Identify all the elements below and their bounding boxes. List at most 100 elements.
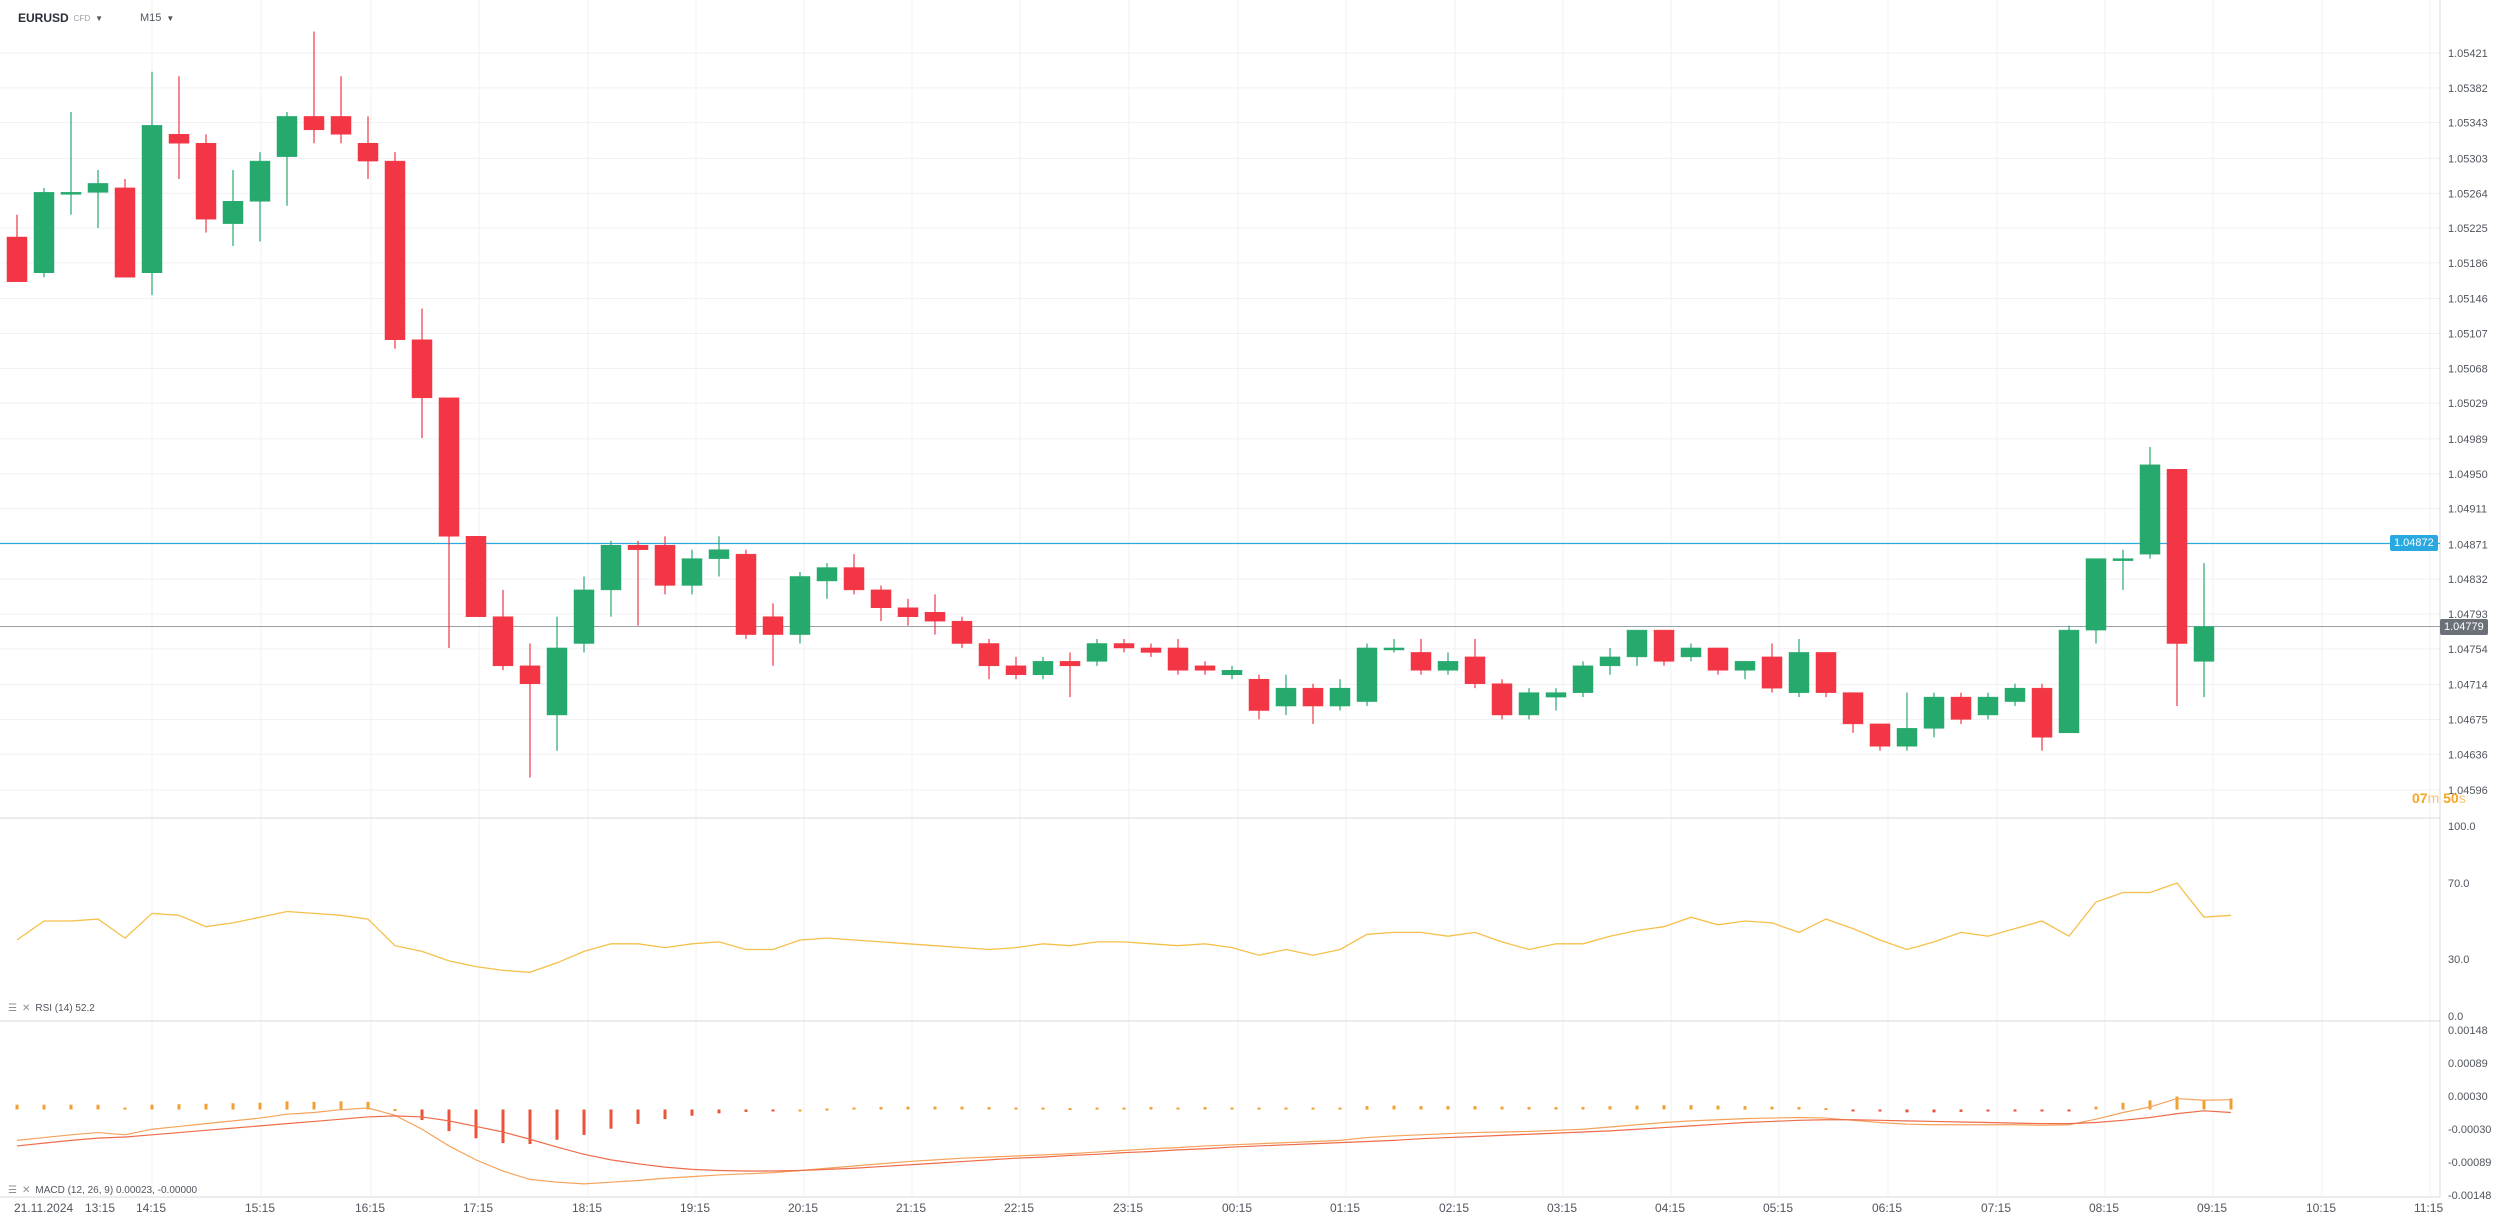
price-axis-label: 1.05421: [2448, 48, 2488, 60]
candle-body: [1032, 661, 1054, 676]
macd-histogram-bar: [1527, 1107, 1531, 1110]
macd-axis-label: 0.00030: [2448, 1091, 2488, 1103]
candle-body: [438, 397, 460, 537]
price-axis-label: 1.04714: [2448, 680, 2488, 692]
candle: [2004, 683, 2026, 707]
time-axis-label: 19:15: [680, 1201, 710, 1215]
symbol-name: EURUSD: [18, 11, 69, 25]
symbol-type-tag: CFD: [73, 13, 91, 23]
candle: [60, 111, 82, 215]
candle-body: [1113, 643, 1135, 649]
price-axis-label: 1.05029: [2448, 398, 2488, 410]
candle: [519, 643, 541, 778]
candle-body: [1221, 670, 1243, 676]
macd-axis: 0.00148 0.00089 0.00030 -0.00030 -0.00089 -0.…: [2448, 1025, 2491, 1202]
candle: [222, 170, 244, 246]
candle: [1869, 723, 1891, 751]
macd-histogram-bar: [906, 1106, 910, 1110]
macd-histogram-bar: [1797, 1107, 1801, 1110]
macd-histogram-bar: [231, 1103, 235, 1110]
macd-histogram-bar: [690, 1109, 694, 1116]
candle: [2139, 446, 2161, 559]
candle: [654, 536, 676, 595]
candle-body: [1626, 629, 1648, 658]
candle: [33, 187, 55, 278]
macd-histogram-bar: [582, 1109, 586, 1135]
candle: [492, 589, 514, 671]
candle-body: [411, 339, 433, 399]
close-icon[interactable]: ✕: [21, 1185, 32, 1196]
candle: [1815, 652, 1837, 698]
candle-body: [1275, 687, 1297, 707]
macd-signal-line: [16, 1110, 2232, 1172]
candle-body: [870, 589, 892, 609]
macd-histogram-bar: [420, 1109, 424, 1121]
settings-icon[interactable]: ☰: [8, 1185, 18, 1196]
candle-body: [1437, 661, 1459, 671]
candle-body: [627, 544, 649, 550]
candle-body: [843, 567, 865, 591]
grid-lines: [0, 0, 2440, 1195]
candle-body: [492, 616, 514, 667]
macd-histogram-bar: [1689, 1105, 1693, 1110]
symbol-selector[interactable]: EURUSD CFD ▼: [18, 10, 103, 26]
candle-body: [1950, 696, 1972, 720]
price-axis-label: 1.04636: [2448, 749, 2488, 761]
candle: [2193, 563, 2215, 698]
candle-body: [2139, 464, 2161, 555]
candle-body: [2166, 469, 2188, 644]
price-axis-label: 1.04911: [2448, 504, 2487, 516]
candle: [1059, 652, 1081, 698]
candle-body: [1815, 652, 1837, 693]
candle: [2112, 549, 2134, 590]
candle-body: [1923, 696, 1945, 729]
price-axis-label: 1.05186: [2448, 258, 2488, 270]
macd-label[interactable]: ☰ ✕ MACD (12, 26, 9) 0.00023, -0.00000: [8, 1185, 197, 1196]
candle: [1896, 692, 1918, 751]
price-axis-label: 1.05068: [2448, 363, 2488, 375]
macd-histogram-bar: [366, 1101, 370, 1110]
timeframe-selector[interactable]: M15 ▼: [140, 10, 174, 26]
candle-body: [6, 236, 28, 282]
macd-histogram-bar: [1446, 1106, 1450, 1110]
macd-axis-label: 0.00089: [2448, 1058, 2488, 1070]
macd-histogram-bar: [771, 1109, 775, 1112]
macd-histogram-bar: [2094, 1106, 2098, 1110]
candle-body: [1302, 687, 1324, 707]
macd-histogram-bar: [1419, 1106, 1423, 1110]
macd-histogram-bar: [393, 1109, 397, 1112]
macd-histogram-bar: [555, 1109, 559, 1140]
macd-histogram-bar: [2013, 1109, 2017, 1112]
macd-histogram-bar: [1716, 1105, 1720, 1110]
macd-histogram-bar: [1365, 1106, 1369, 1110]
candle-body: [789, 576, 811, 635]
macd-histogram-bar: [1662, 1105, 1666, 1110]
horizontal-line-price-tag[interactable]: 1.04872: [2390, 535, 2438, 552]
price-axis-label: 1.04754: [2448, 644, 2488, 656]
macd-histogram-bar: [204, 1103, 208, 1110]
macd-histogram-bar: [123, 1107, 127, 1110]
rsi-label[interactable]: ☰ ✕ RSI (14) 52.2: [8, 1003, 95, 1014]
macd-histogram-bar: [1014, 1107, 1018, 1110]
candle: [1545, 688, 1567, 711]
candle: [789, 572, 811, 644]
close-icon[interactable]: ✕: [21, 1003, 32, 1014]
candle-body: [897, 607, 919, 617]
candle: [1788, 639, 1810, 698]
time-axis-label: 07:15: [1981, 1201, 2011, 1215]
settings-icon[interactable]: ☰: [8, 1003, 18, 1014]
macd-histogram-bar: [1284, 1107, 1288, 1110]
candle-body: [1086, 643, 1108, 662]
macd-histogram-bar: [501, 1109, 505, 1144]
candle: [1653, 629, 1675, 666]
time-axis-label: 20:15: [788, 1201, 818, 1215]
price-axis[interactable]: 1.05421 1.05382 1.05343 1.05303 1.05264 1.052…: [2448, 48, 2488, 797]
time-axis[interactable]: 21.11.2024 13:15 14:15 15:15 16:15 17:15 18:15…: [14, 1201, 2443, 1215]
rsi-axis-label: 30.0: [2448, 954, 2469, 966]
macd-histogram-bar: [1959, 1109, 1963, 1112]
candle: [627, 540, 649, 626]
candle-body: [1977, 696, 1999, 716]
candle-body: [1383, 647, 1405, 651]
candle-body: [708, 549, 730, 559]
